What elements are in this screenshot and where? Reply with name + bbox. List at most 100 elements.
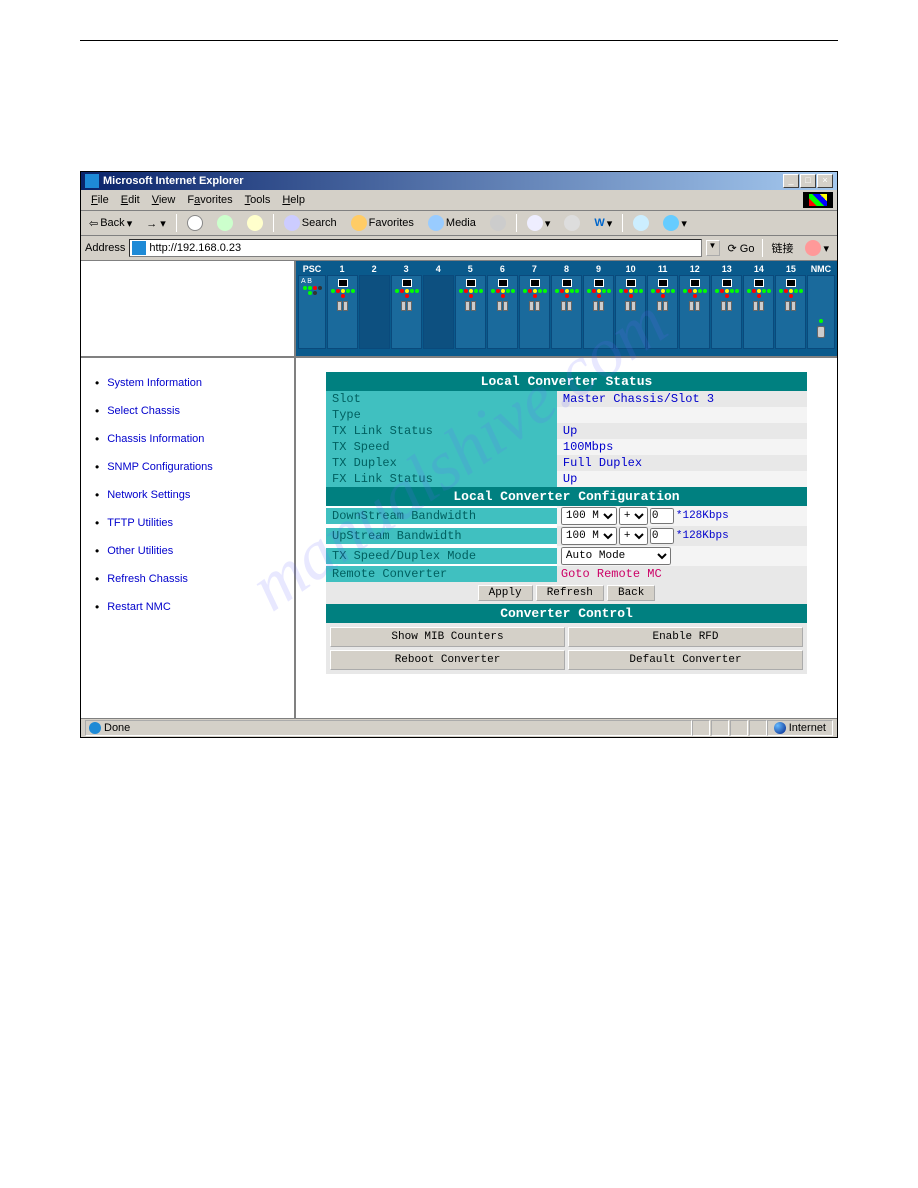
slot-6[interactable] (487, 275, 518, 349)
rack-slot-label: 2 (358, 263, 390, 275)
rack-slot-label: 10 (615, 263, 647, 275)
close-button[interactable]: × (817, 174, 833, 188)
slot-11[interactable] (647, 275, 678, 349)
home-button[interactable] (243, 213, 267, 233)
sidebar-item-0[interactable]: System Information (107, 377, 202, 389)
extra-button[interactable]: ▾ (801, 238, 833, 258)
slot-4[interactable] (423, 275, 454, 349)
statusbar: Done Internet (81, 718, 837, 737)
slot-12[interactable] (679, 275, 710, 349)
forward-button[interactable]: → ▾ (142, 215, 170, 232)
done-icon (89, 722, 101, 734)
remote-label: Remote Converter (326, 566, 557, 582)
upstream-select[interactable]: 100 M (561, 527, 617, 545)
menu-favorites[interactable]: Favorites (181, 193, 238, 207)
sidebar-item-8[interactable]: Restart NMC (107, 601, 171, 613)
sidebar-item-3[interactable]: SNMP Configurations (107, 461, 213, 473)
slot-10[interactable] (615, 275, 646, 349)
downstream-unit: *128Kbps (676, 510, 729, 522)
status-label: TX Link Status (326, 423, 557, 439)
rack-slot-label: 13 (711, 263, 743, 275)
back-button[interactable]: ⇦ Back ▾ (85, 215, 136, 232)
rack-psc-label: PSC (298, 263, 326, 275)
back-button[interactable]: Back (607, 585, 655, 601)
status-text: Done (104, 722, 130, 734)
apply-button[interactable]: Apply (478, 585, 533, 601)
links-label[interactable]: 链接 (767, 239, 797, 257)
media-button[interactable]: Media (424, 213, 480, 233)
slot-9[interactable] (583, 275, 614, 349)
duplex-select[interactable]: Auto Mode (561, 547, 671, 565)
refresh-button[interactable] (213, 213, 237, 233)
mail-button[interactable]: ▾ (523, 213, 555, 233)
stop-button[interactable] (183, 213, 207, 233)
sidebar-item-1[interactable]: Select Chassis (107, 405, 180, 417)
sidebar-item-7[interactable]: Refresh Chassis (107, 573, 188, 585)
sidebar-item-2[interactable]: Chassis Information (107, 433, 204, 445)
print-button[interactable] (560, 213, 584, 233)
page-icon (132, 241, 146, 255)
upstream-label: UpStream Bandwidth (326, 528, 557, 544)
rack-slot-label: 1 (326, 263, 358, 275)
menu-edit[interactable]: Edit (115, 193, 146, 207)
favorites-button[interactable]: Favorites (347, 213, 418, 233)
edit-button[interactable]: W▾ (590, 215, 616, 232)
minimize-button[interactable]: _ (783, 174, 799, 188)
address-dropdown[interactable]: ▼ (706, 240, 720, 256)
slot-7[interactable] (519, 275, 550, 349)
downstream-select[interactable]: 100 M (561, 507, 617, 525)
menu-help[interactable]: Help (276, 193, 311, 207)
sidebar-item-4[interactable]: Network Settings (107, 489, 190, 501)
sidebar-item-5[interactable]: TFTP Utilities (107, 517, 173, 529)
slot-2[interactable] (359, 275, 390, 349)
goto-remote-link[interactable]: Goto Remote MC (561, 567, 662, 581)
rack-panel: PSC123456789101112131415NMC A B (296, 261, 837, 356)
sidebar-item-6[interactable]: Other Utilities (107, 545, 173, 557)
downstream-op[interactable]: + (619, 507, 648, 525)
downstream-value[interactable] (650, 508, 674, 524)
nmc-slot[interactable] (807, 275, 835, 349)
go-button[interactable]: ⟳ Go (724, 241, 759, 256)
slot-14[interactable] (743, 275, 774, 349)
slot-1[interactable] (327, 275, 358, 349)
config-header: Local Converter Configuration (326, 487, 807, 506)
enable-rfd-button[interactable]: Enable RFD (568, 627, 803, 647)
default-button[interactable]: Default Converter (568, 650, 803, 670)
slot-8[interactable] (551, 275, 582, 349)
upstream-op[interactable]: + (619, 527, 648, 545)
slot-5[interactable] (455, 275, 486, 349)
toolbar: ⇦ Back ▾ → ▾ Search Favorites Media ▾ W▾… (81, 211, 837, 236)
history-button[interactable] (486, 213, 510, 233)
maximize-button[interactable]: □ (800, 174, 816, 188)
refresh-button[interactable]: Refresh (536, 585, 604, 601)
psc-slot[interactable]: A B (298, 275, 326, 349)
window-title: Microsoft Internet Explorer (103, 175, 783, 187)
address-field-wrap (129, 239, 701, 257)
status-value: Up (557, 423, 807, 439)
status-value: Up (557, 471, 807, 487)
discuss-button[interactable] (629, 213, 653, 233)
menu-view[interactable]: View (146, 193, 182, 207)
titlebar: Microsoft Internet Explorer _ □ × (81, 172, 837, 190)
windows-logo (803, 192, 833, 208)
search-button[interactable]: Search (280, 213, 341, 233)
ie-icon (85, 174, 99, 188)
status-value: 100Mbps (557, 439, 807, 455)
rack-slot-label: 12 (679, 263, 711, 275)
address-label: Address (85, 242, 125, 254)
upstream-value[interactable] (650, 528, 674, 544)
status-header: Local Converter Status (326, 372, 807, 391)
address-input[interactable] (149, 242, 698, 254)
menu-tools[interactable]: Tools (239, 193, 277, 207)
menu-file[interactable]: File (85, 193, 115, 207)
messenger-button[interactable]: ▾ (659, 213, 691, 233)
status-label: TX Speed (326, 439, 557, 455)
show-mib-button[interactable]: Show MIB Counters (330, 627, 565, 647)
reboot-button[interactable]: Reboot Converter (330, 650, 565, 670)
slot-13[interactable] (711, 275, 742, 349)
rack-slot-label: 9 (583, 263, 615, 275)
sidebar: System Information Select Chassis Chassis … (81, 358, 296, 718)
status-label: Slot (326, 391, 557, 407)
slot-3[interactable] (391, 275, 422, 349)
slot-15[interactable] (775, 275, 806, 349)
